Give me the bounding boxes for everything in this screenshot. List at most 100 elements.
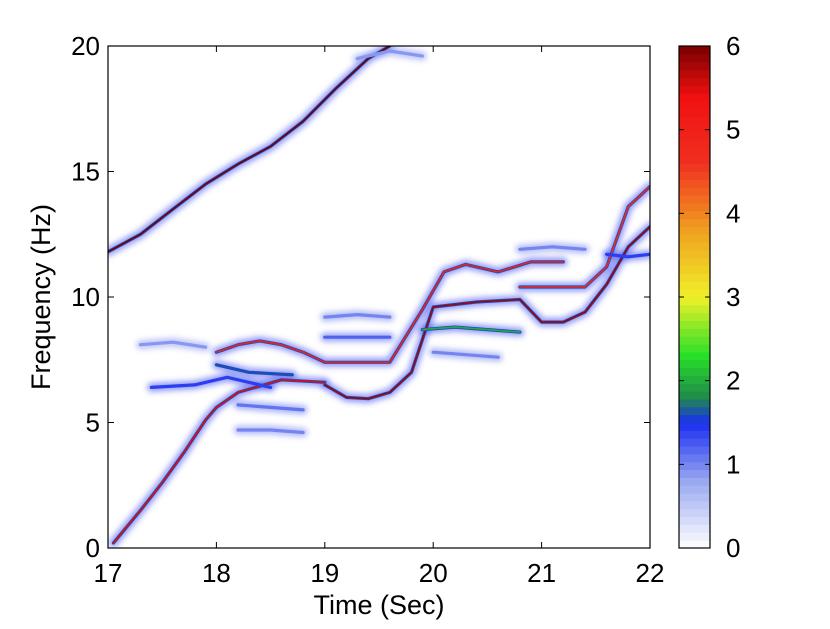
colorbar-band bbox=[679, 453, 710, 463]
colorbar-band bbox=[679, 281, 710, 290]
colorbar-band bbox=[679, 53, 710, 63]
colorbar-band bbox=[679, 61, 710, 71]
colorbar-tick-label: 1 bbox=[726, 449, 740, 479]
colorbar-band bbox=[679, 304, 710, 314]
x-axis-label: Time (Sec) bbox=[313, 590, 444, 620]
colorbar-band bbox=[679, 163, 710, 172]
colorbar-band bbox=[679, 100, 710, 110]
colorbar-band bbox=[679, 398, 710, 408]
colorbar-band bbox=[679, 485, 710, 494]
colorbar-band bbox=[679, 438, 710, 447]
colorbar-band bbox=[679, 367, 710, 376]
y-tick-label: 0 bbox=[86, 533, 100, 563]
y-axis: 0 5 10 15 20 bbox=[71, 31, 650, 563]
x-tick-label: 21 bbox=[527, 558, 556, 588]
colorbar-band bbox=[679, 477, 710, 486]
colorbar-band bbox=[679, 257, 710, 267]
colorbar-band bbox=[679, 375, 710, 384]
spectrogram-marks bbox=[108, 46, 650, 548]
ridge-core bbox=[215, 261, 565, 364]
colorbar-tick-label: 6 bbox=[726, 31, 740, 61]
x-tick-label: 19 bbox=[310, 558, 339, 588]
colorbar-band bbox=[679, 124, 710, 133]
colorbar-band bbox=[679, 532, 710, 541]
colorbar-band bbox=[679, 430, 710, 439]
y-tick-label: 20 bbox=[71, 31, 100, 61]
ridge-core bbox=[421, 326, 521, 333]
ridge-core bbox=[150, 376, 272, 389]
colorbar-band bbox=[679, 155, 710, 165]
x-tick-label: 18 bbox=[202, 558, 231, 588]
colorbar-band bbox=[679, 297, 710, 306]
colorbar-band bbox=[679, 289, 710, 298]
colorbar-band bbox=[679, 383, 710, 392]
ridge-core bbox=[139, 341, 207, 348]
colorbar-band bbox=[679, 446, 710, 455]
plot-background bbox=[108, 46, 650, 548]
x-tick-label: 20 bbox=[419, 558, 448, 588]
colorbar-band bbox=[679, 93, 710, 102]
y-axis-label: Frequency (Hz) bbox=[26, 204, 56, 390]
ridge-core bbox=[432, 351, 499, 358]
colorbar-band bbox=[679, 493, 710, 502]
colorbar-band bbox=[679, 359, 710, 369]
colorbar-band bbox=[679, 422, 710, 431]
colorbar: 0 1 2 3 4 5 6 bbox=[678, 31, 740, 563]
ridge-core bbox=[215, 364, 294, 376]
colorbar-band bbox=[679, 461, 710, 471]
colorbar-band bbox=[679, 500, 710, 510]
colorbar-band bbox=[679, 344, 710, 353]
colorbar-band bbox=[679, 171, 710, 180]
colorbar-band bbox=[679, 218, 710, 227]
colorbar-band bbox=[679, 391, 710, 400]
ridge-core bbox=[519, 246, 586, 251]
colorbar-band bbox=[679, 320, 710, 329]
colorbar-band bbox=[679, 336, 710, 345]
colorbar-band bbox=[679, 524, 710, 533]
colorbar-band bbox=[679, 195, 710, 204]
colorbar-band bbox=[679, 516, 710, 525]
colorbar-gradient bbox=[679, 46, 710, 549]
colorbar-band bbox=[679, 508, 710, 518]
colorbar-band bbox=[679, 265, 710, 274]
ridge-core bbox=[324, 313, 391, 318]
colorbar-tick-label: 5 bbox=[726, 115, 740, 145]
ridge-core bbox=[605, 253, 650, 258]
colorbar-band bbox=[679, 46, 710, 55]
colorbar-band bbox=[679, 132, 710, 141]
colorbar-band bbox=[679, 116, 710, 125]
y-tick-label: 15 bbox=[71, 157, 100, 187]
colorbar-band bbox=[679, 351, 710, 361]
ridge-core bbox=[356, 50, 424, 60]
colorbar-band bbox=[679, 249, 710, 259]
colorbar-band bbox=[679, 202, 710, 212]
colorbar-band bbox=[679, 312, 710, 322]
ridge-core bbox=[112, 379, 326, 544]
colorbar-band bbox=[679, 179, 710, 188]
ridge-core bbox=[237, 429, 304, 434]
y-tick-label: 10 bbox=[71, 282, 100, 312]
colorbar-band bbox=[679, 85, 710, 94]
y-tick-label: 5 bbox=[86, 408, 100, 438]
colorbar-band bbox=[679, 140, 710, 149]
colorbar-band bbox=[679, 226, 710, 235]
colorbar-band bbox=[679, 108, 710, 118]
colorbar-tick-label: 0 bbox=[726, 533, 740, 563]
colorbar-band bbox=[679, 147, 710, 157]
colorbar-tick-label: 4 bbox=[726, 198, 740, 228]
plot-area bbox=[107, 45, 651, 549]
colorbar-band bbox=[679, 234, 710, 243]
ridge-core bbox=[519, 185, 650, 288]
x-axis: 17 18 19 20 21 22 bbox=[94, 46, 665, 588]
colorbar-band bbox=[679, 406, 710, 416]
colorbar-band bbox=[679, 414, 710, 423]
colorbar-band bbox=[679, 328, 710, 337]
x-tick-label: 17 bbox=[94, 558, 123, 588]
colorbar-band bbox=[679, 540, 710, 549]
colorbar-band bbox=[679, 69, 710, 78]
colorbar-band bbox=[679, 242, 710, 251]
colorbar-tick-label: 3 bbox=[726, 282, 740, 312]
x-tick-label: 22 bbox=[636, 558, 665, 588]
